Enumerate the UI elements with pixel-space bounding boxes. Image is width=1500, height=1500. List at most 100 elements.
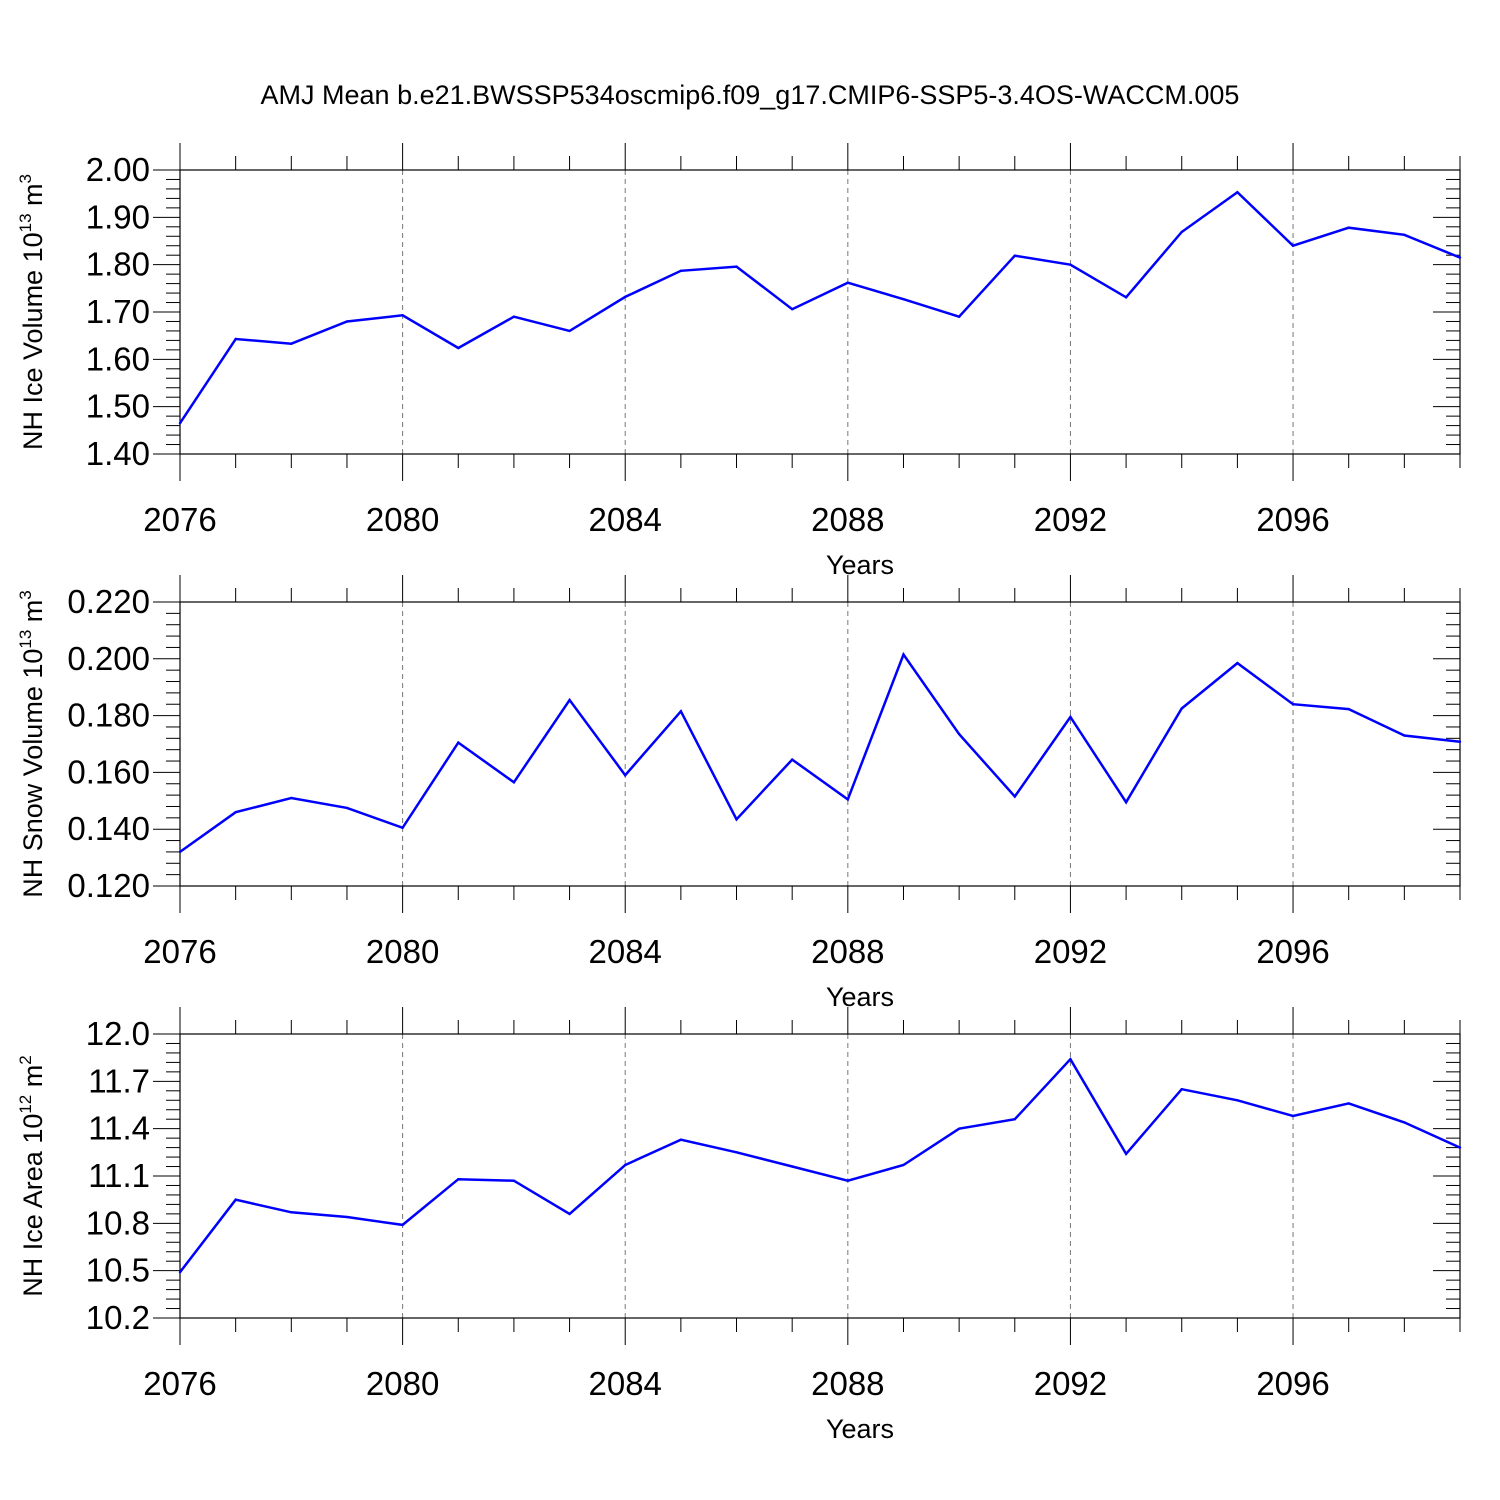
data-point	[1403, 233, 1406, 237]
data-point	[846, 1179, 850, 1182]
data-point	[178, 1271, 182, 1274]
x-tick-label: 2076	[143, 501, 216, 538]
data-point	[957, 732, 961, 736]
data-point	[790, 1165, 794, 1168]
chart-panel-1: 1.40 1.50 1.60 1.70 1.80 1.90 2.00 2076 2080 2084…	[16, 143, 1462, 580]
data-point	[234, 337, 237, 341]
y-tick-label: 1.40	[86, 435, 150, 472]
y-tick-label: 10.2	[86, 1299, 150, 1336]
data-point	[1013, 1118, 1016, 1121]
y-tick-label: 2.00	[86, 151, 150, 188]
data-point	[401, 1223, 404, 1227]
data-point	[512, 1179, 516, 1182]
data-point	[735, 818, 738, 821]
y-tick-label: 0.220	[67, 583, 150, 620]
x-tick-label: 2096	[1256, 1365, 1329, 1402]
data-point	[1124, 296, 1128, 299]
x-tick-label: 2088	[811, 1365, 884, 1402]
data-point	[457, 346, 460, 350]
data-point	[345, 320, 349, 323]
data-point	[1347, 226, 1350, 229]
y-tick-label: 1.80	[86, 246, 150, 283]
x-tick-label: 2096	[1256, 501, 1329, 538]
x-tick-label: 2088	[811, 501, 884, 538]
data-point	[1403, 734, 1406, 737]
data-point	[345, 806, 349, 810]
data-point	[1180, 1088, 1183, 1091]
data-point	[512, 315, 516, 318]
data-point	[957, 315, 961, 318]
y-tick-label: 11.1	[88, 1157, 150, 1194]
data-point	[1458, 740, 1462, 743]
data-point	[512, 781, 516, 784]
x-tick-label: 2080	[366, 501, 439, 538]
data-point	[1291, 244, 1295, 247]
y-tick-label: 1.60	[86, 340, 150, 377]
data-point	[790, 307, 794, 311]
chart-panel-2: 0.120 0.140 0.160 0.180 0.200 0.220 2076 2080 20…	[16, 575, 1462, 1012]
data-point	[457, 741, 460, 744]
data-point	[735, 265, 738, 268]
data-point	[846, 281, 850, 284]
data-point	[735, 1151, 738, 1154]
data-point	[290, 796, 293, 800]
data-point	[624, 774, 627, 777]
x-tick-label: 2080	[366, 933, 439, 970]
data-point	[1236, 191, 1239, 194]
data-point	[1458, 1146, 1462, 1149]
plot-frame	[179, 1033, 1461, 1319]
x-tick-label: 2092	[1034, 501, 1107, 538]
data-point	[1069, 1058, 1072, 1061]
x-tick-label: 2092	[1034, 1365, 1107, 1402]
data-point	[679, 710, 683, 713]
x-axis-label: Years	[826, 982, 894, 1012]
plot-frame	[179, 601, 1461, 887]
data-point	[1236, 1099, 1239, 1102]
data-point	[1124, 1152, 1128, 1156]
x-tick-label: 2076	[143, 1365, 216, 1402]
x-tick-label: 2084	[589, 501, 662, 538]
data-point	[568, 329, 571, 333]
y-axis-label: NH Ice Area 1012 m2	[16, 1055, 48, 1296]
data-point	[290, 342, 293, 345]
plot-frame	[179, 169, 1461, 455]
x-tick-label: 2092	[1034, 933, 1107, 970]
data-point	[624, 1163, 627, 1167]
data-point	[1458, 256, 1462, 259]
y-tick-label: 0.140	[67, 810, 150, 847]
data-point	[1013, 795, 1016, 798]
y-tick-label: 0.180	[67, 697, 150, 734]
data-point	[1291, 1114, 1295, 1118]
data-point	[568, 1212, 571, 1216]
y-tick-label: 10.5	[86, 1252, 150, 1289]
data-point	[1236, 661, 1239, 665]
data-point	[1013, 254, 1016, 257]
data-point	[457, 1177, 460, 1181]
data-point	[1180, 230, 1183, 234]
data-point	[902, 1163, 905, 1167]
data-point	[401, 826, 404, 829]
y-tick-label: 0.200	[67, 640, 150, 677]
data-point	[178, 850, 182, 854]
y-tick-label: 12.0	[86, 1015, 150, 1052]
data-point	[1347, 1102, 1350, 1105]
data-point	[1403, 1121, 1406, 1124]
y-tick-label: 1.50	[86, 388, 150, 425]
data-point	[1291, 703, 1295, 706]
data-point	[957, 1127, 961, 1130]
data-point	[568, 698, 571, 702]
x-tick-label: 2084	[589, 1365, 662, 1402]
series-line	[179, 1057, 1461, 1273]
y-tick-label: 11.4	[88, 1110, 150, 1147]
y-tick-label: 11.7	[88, 1062, 150, 1099]
x-tick-label: 2088	[811, 933, 884, 970]
data-point	[679, 269, 683, 273]
y-tick-label: 1.70	[86, 293, 150, 330]
data-point	[902, 653, 905, 656]
data-point	[1124, 801, 1128, 804]
data-point	[290, 1211, 293, 1214]
data-point	[624, 295, 627, 299]
data-point	[679, 1138, 683, 1141]
data-point	[1347, 707, 1350, 711]
